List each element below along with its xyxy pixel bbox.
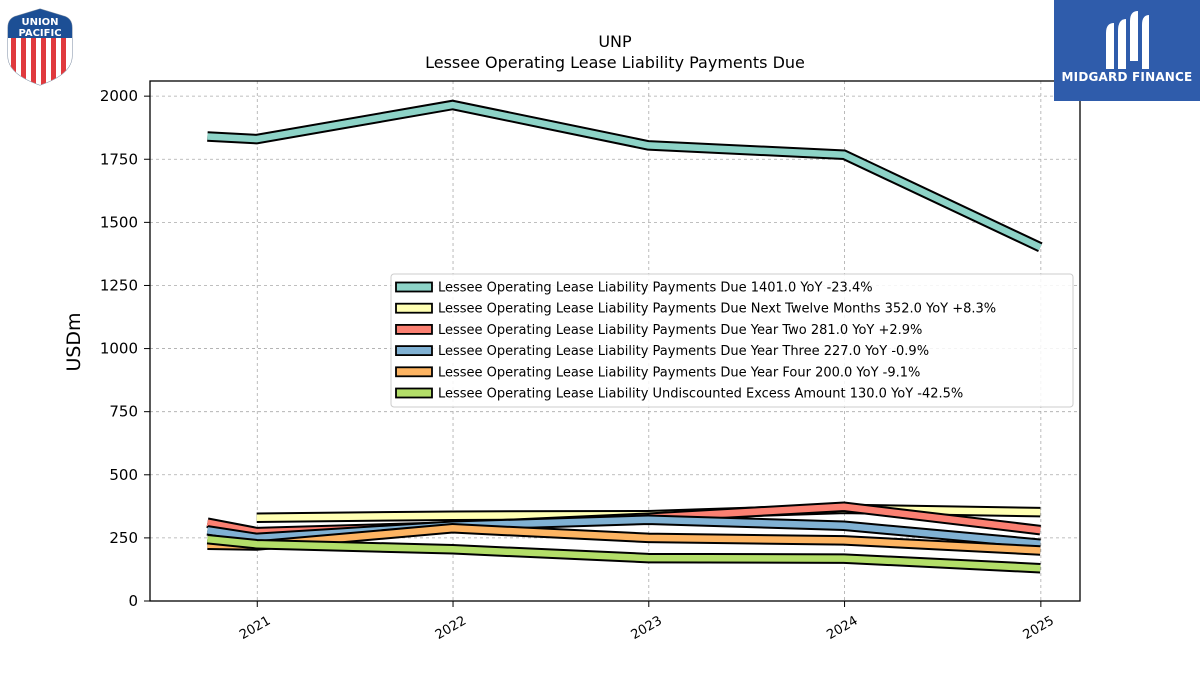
brand-name: MIDGARD FINANCE [1061, 70, 1193, 84]
legend-entry: Lessee Operating Lease Liability Undisco… [438, 387, 963, 402]
midgard-finance-logo-icon [1106, 11, 1149, 69]
legend-entry: Lessee Operating Lease Liability Payment… [438, 365, 920, 380]
x-tick-label: 2024 [824, 613, 860, 643]
series-line [206, 516, 1041, 547]
y-axis: 0 250 500 750 1000 1250 1500 1750 2000 [100, 87, 150, 610]
legend-swatch [395, 387, 433, 399]
midgard-finance-logo: MIDGARD FINANCE [1054, 0, 1200, 101]
series-lines [206, 99, 1043, 574]
y-tick-label: 500 [109, 466, 138, 484]
y-tick-label: 1500 [100, 213, 138, 231]
union-pacific-shield-icon: UNION PACIFIC [6, 8, 74, 90]
legend-entry: Lessee Operating Lease Liability Payment… [438, 302, 996, 317]
series-line [207, 101, 1042, 251]
y-tick-label: 1250 [100, 276, 138, 294]
x-tick-label: 2025 [1021, 613, 1057, 643]
y-tick-label: 250 [109, 529, 138, 547]
x-tick-label: 2021 [237, 613, 273, 643]
y-tick-label: 0 [128, 592, 138, 610]
chart-title: UNP [598, 32, 632, 51]
legend-entry: Lessee Operating Lease Liability Payment… [438, 281, 873, 296]
chart-subtitle: Lessee Operating Lease Liability Payment… [425, 53, 805, 72]
legend-swatch [395, 281, 433, 293]
x-tick-label: 2022 [433, 613, 469, 643]
x-tick-label: 2023 [629, 613, 665, 643]
legend-swatch [395, 323, 433, 335]
y-tick-label: 1750 [100, 150, 138, 168]
y-tick-label: 2000 [100, 87, 138, 105]
legend-swatch [395, 345, 433, 357]
legend: Lessee Operating Lease Liability Payment… [390, 273, 1074, 408]
y-tick-label: 750 [109, 403, 138, 421]
legend-entry: Lessee Operating Lease Liability Payment… [438, 344, 929, 359]
shield-text-line2: PACIFIC [18, 28, 61, 39]
legend-swatch [395, 302, 433, 314]
series-line [207, 535, 1041, 572]
legend-frame [390, 273, 1074, 408]
plot-frame [149, 80, 1081, 602]
y-tick-label: 1000 [100, 340, 138, 358]
y-axis-label: USDm [63, 312, 85, 371]
legend-entry: Lessee Operating Lease Liability Payment… [438, 323, 922, 338]
shield-text-line1: UNION [21, 17, 58, 28]
x-axis: 2021 2022 2023 2024 2025 [237, 601, 1057, 643]
legend-swatch [395, 366, 433, 378]
